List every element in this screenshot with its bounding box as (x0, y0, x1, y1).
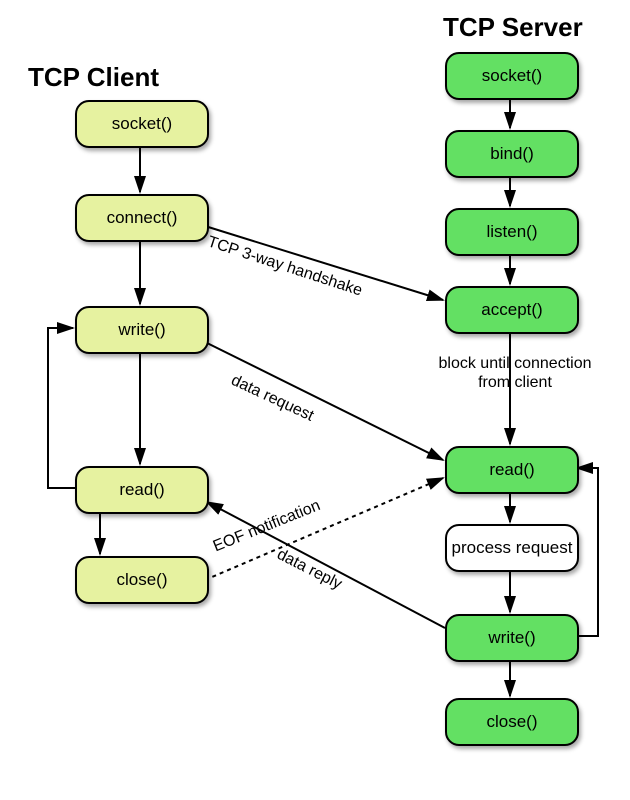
client-write-label: write() (118, 320, 165, 340)
server-write-label: write() (488, 628, 535, 648)
client-title: TCP Client (28, 62, 159, 93)
client-read-node: read() (75, 466, 209, 514)
annot-reply: data reply (274, 545, 416, 630)
annot-request: data request (228, 371, 399, 464)
client-socket-label: socket() (112, 114, 172, 134)
server-write-node: write() (445, 614, 579, 662)
server-accept-node: accept() (445, 286, 579, 334)
client-connect-node: connect() (75, 194, 209, 242)
server-read-node: read() (445, 446, 579, 494)
server-accept-label: accept() (481, 300, 542, 320)
client-socket-node: socket() (75, 100, 209, 148)
server-bind-label: bind() (490, 144, 533, 164)
annot-eof: EOF notification (210, 471, 384, 556)
client-close-label: close() (116, 570, 167, 590)
server-socket-label: socket() (482, 66, 542, 86)
annot-handshake: TCP 3-way handshake (205, 232, 420, 318)
client-close-node: close() (75, 556, 209, 604)
annot-block: block until connectionfrom client (420, 354, 610, 392)
server-close-label: close() (486, 712, 537, 732)
server-listen-node: listen() (445, 208, 579, 256)
server-bind-node: bind() (445, 130, 579, 178)
server-listen-label: listen() (486, 222, 537, 242)
client-write-node: write() (75, 306, 209, 354)
server-process-label: process request (452, 539, 573, 558)
server-title: TCP Server (443, 12, 583, 43)
client-read-label: read() (119, 480, 164, 500)
server-process-node: process request (445, 524, 579, 572)
server-read-label: read() (489, 460, 534, 480)
server-socket-node: socket() (445, 52, 579, 100)
client-connect-label: connect() (107, 208, 178, 228)
server-close-node: close() (445, 698, 579, 746)
